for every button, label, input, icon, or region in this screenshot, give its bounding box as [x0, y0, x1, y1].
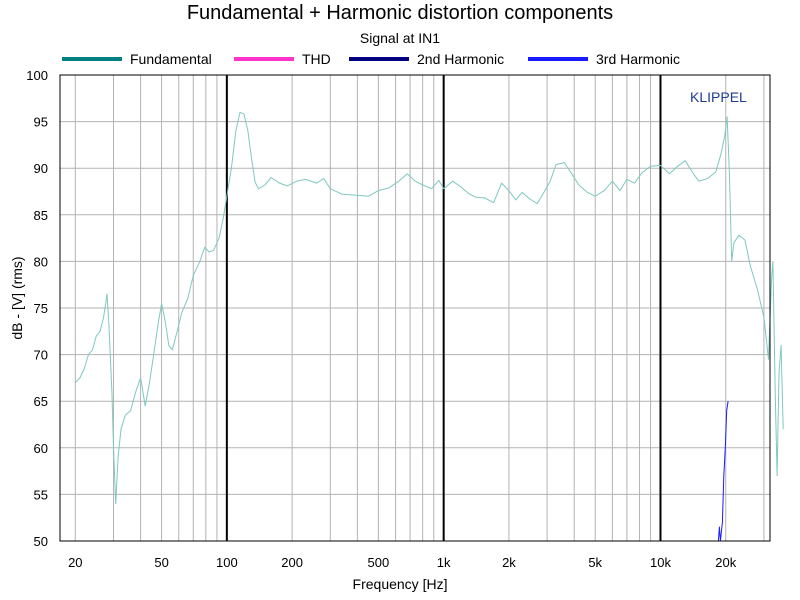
y-tick-label: 50	[34, 534, 48, 549]
legend-label-fundamental: Fundamental	[130, 51, 212, 67]
x-tick-label: 2k	[502, 555, 516, 570]
legend-item-thd: THD	[234, 51, 331, 67]
x-tick-label: 20k	[715, 555, 736, 570]
legend-item-fundamental: Fundamental	[62, 51, 212, 67]
legend-label-2nd-harmonic: 2nd Harmonic	[417, 51, 505, 67]
y-tick-label: 70	[34, 348, 48, 363]
y-axis-label: dB - [V] (rms)	[9, 256, 25, 340]
grid-layer	[60, 74, 770, 542]
tick-layer: 50 55 60 65 70 75 80 85 90 95 100 20 50 100 200 500 1k 2k…	[26, 68, 736, 570]
legend-label-thd: THD	[302, 51, 331, 67]
y-tick-label: 65	[34, 394, 48, 409]
y-tick-label: 90	[34, 161, 48, 176]
x-tick-label: 1k	[437, 555, 451, 570]
legend-item-2nd-harmonic: 2nd Harmonic	[349, 51, 504, 67]
chart-title: Fundamental + Harmonic distortion compon…	[186, 2, 614, 24]
y-tick-label: 60	[34, 441, 48, 456]
series-layer	[74, 111, 784, 542]
y-tick-label: 80	[34, 254, 48, 269]
legend-swatch-3rd-harmonic	[528, 57, 588, 61]
y-tick-label: 95	[34, 115, 48, 130]
x-tick-label: 200	[281, 555, 303, 570]
y-tick-label: 55	[34, 487, 48, 502]
x-tick-label: 20	[68, 555, 82, 570]
series-line-3rd-harmonic	[717, 401, 729, 542]
legend-swatch-2nd-harmonic	[349, 57, 409, 61]
legend-swatch-thd	[234, 57, 294, 61]
plot-frame	[59, 74, 771, 542]
klippel-logo-text: KLIPPEL	[690, 89, 747, 105]
legend-label-3rd-harmonic: 3rd Harmonic	[596, 51, 681, 67]
x-tick-label: 10k	[650, 555, 671, 570]
chart-legend: Fundamental THD 2nd Harmonic 3rd Harmoni…	[0, 51, 800, 69]
x-tick-label: 500	[368, 555, 390, 570]
chart-subtitle: Signal at IN1	[359, 30, 441, 46]
x-tick-label: 50	[154, 555, 168, 570]
x-tick-label: 100	[216, 555, 238, 570]
legend-item-3rd-harmonic: 3rd Harmonic	[528, 51, 680, 67]
x-axis-label: Frequency [Hz]	[352, 576, 448, 592]
series-line-fundamental	[74, 111, 784, 505]
legend-swatch-fundamental	[62, 57, 122, 61]
y-tick-label: 75	[34, 301, 48, 316]
x-tick-label: 5k	[588, 555, 602, 570]
y-tick-label: 85	[34, 208, 48, 223]
y-tick-label: 100	[26, 68, 48, 83]
